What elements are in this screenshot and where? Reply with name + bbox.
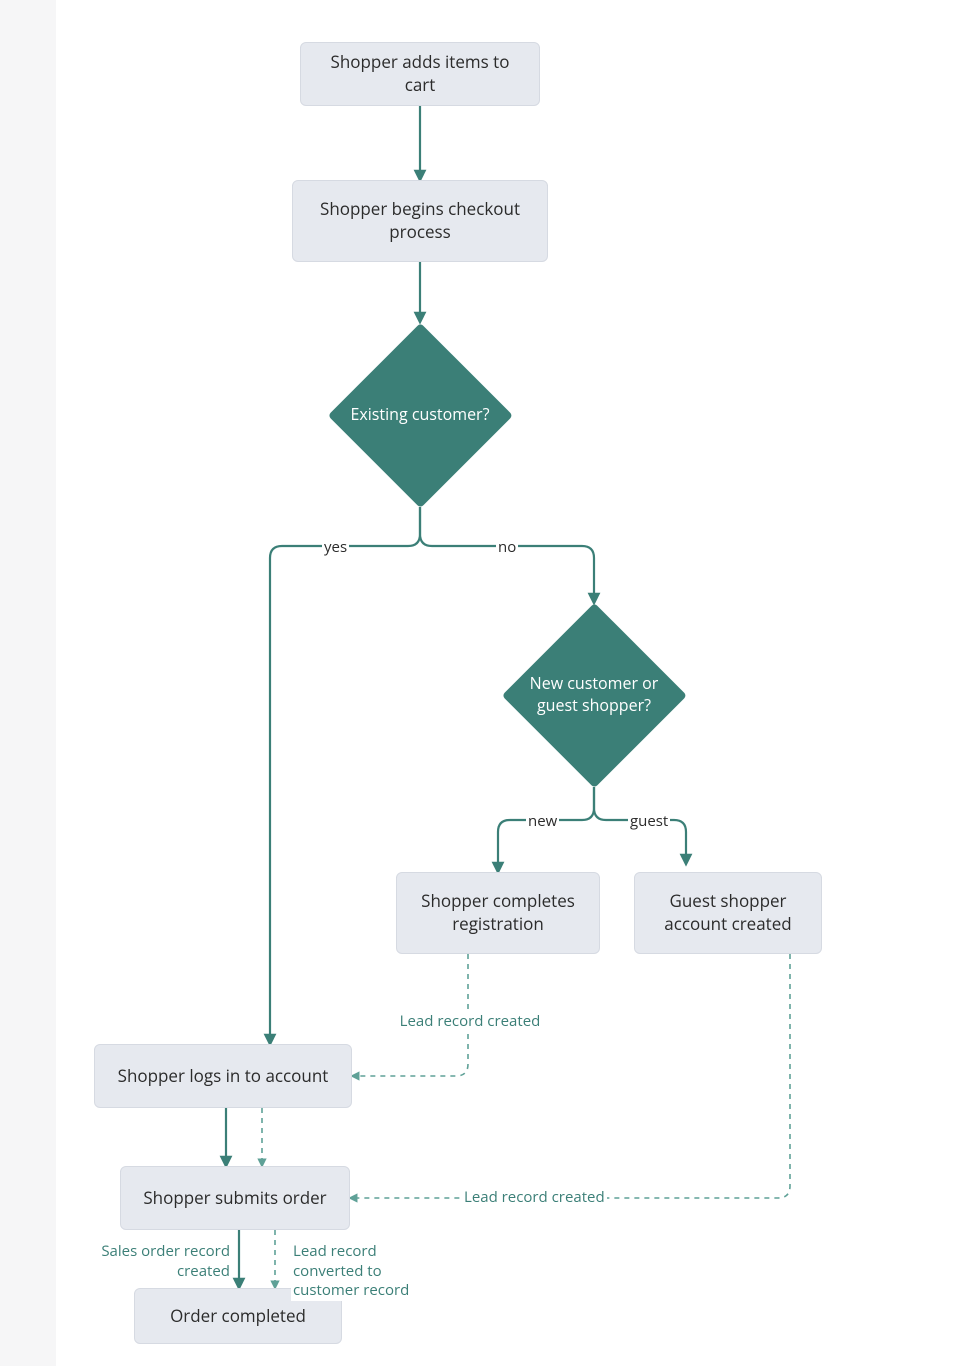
edge-label-e10: Sales order record created bbox=[78, 1242, 232, 1281]
process-label-n2: Shopper begins checkout process bbox=[307, 198, 533, 244]
edge-label-e5: new bbox=[526, 812, 559, 832]
process-label-n7: Shopper logs in to account bbox=[118, 1065, 329, 1088]
flowchart-canvas: Shopper adds items to cart Shopper begins… bbox=[0, 0, 955, 1366]
process-n8: Shopper submits order bbox=[120, 1166, 350, 1230]
decision-n3 bbox=[327, 322, 512, 507]
edge-e8 bbox=[350, 954, 790, 1198]
process-n1: Shopper adds items to cart bbox=[300, 42, 540, 106]
decision-n4 bbox=[501, 602, 686, 787]
process-label-n8: Shopper submits order bbox=[143, 1187, 326, 1210]
edge-e3 bbox=[270, 507, 420, 1044]
process-label-n1: Shopper adds items to cart bbox=[315, 51, 525, 97]
edge-label-e7: Lead record created bbox=[393, 1012, 547, 1032]
process-n7: Shopper logs in to account bbox=[94, 1044, 352, 1108]
process-label-n6: Guest shopper account created bbox=[649, 890, 807, 936]
process-label-n9: Order completed bbox=[170, 1305, 306, 1328]
edge-label-e6: guest bbox=[628, 812, 670, 832]
edge-label-e3: yes bbox=[322, 538, 349, 558]
process-n6: Guest shopper account created bbox=[634, 872, 822, 954]
edge-label-e4: no bbox=[496, 538, 518, 558]
edge-label-e8: Lead record created bbox=[462, 1188, 607, 1208]
process-label-n5: Shopper completes registration bbox=[411, 890, 585, 936]
process-n2: Shopper begins checkout process bbox=[292, 180, 548, 262]
edge-label-e11: Lead record converted to customer record bbox=[291, 1242, 445, 1301]
left-strip bbox=[0, 0, 56, 1366]
process-n5: Shopper completes registration bbox=[396, 872, 600, 954]
